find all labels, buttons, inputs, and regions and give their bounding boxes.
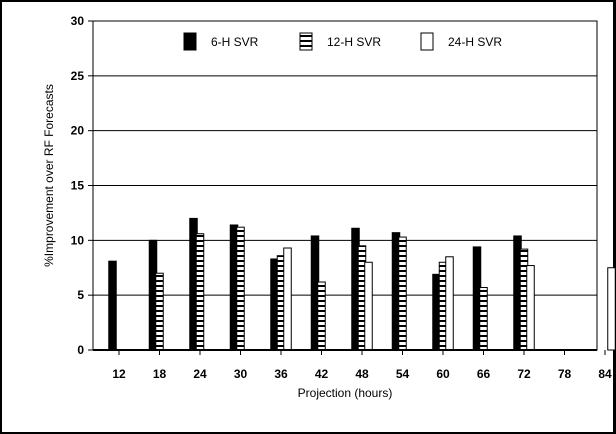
legend: 6-H SVR 12-H SVR 24-H SVR: [183, 32, 502, 51]
bar-12-h-svr: [155, 272, 164, 351]
bar-12-h-svr: [398, 236, 407, 351]
bar-24-h-svr: [364, 261, 373, 351]
bar-24-h-svr: [445, 256, 454, 351]
y-axis-title: %Improvement over RF Forecasts: [42, 84, 56, 267]
bar-24-h-svr: [526, 265, 535, 351]
bar-6-h-svr: [108, 260, 117, 351]
y-tick-label: 0: [77, 343, 84, 357]
y-tick-label: 5: [77, 288, 84, 302]
legend-swatch: [420, 32, 434, 51]
x-tick-label: 60: [436, 367, 450, 381]
y-tick-label: 20: [71, 124, 85, 138]
x-tick-label: 18: [153, 367, 167, 381]
x-tick-label: 78: [558, 367, 572, 381]
bar-12-h-svr: [479, 286, 488, 351]
bars: [108, 217, 616, 351]
y-tick-label: 25: [71, 69, 85, 83]
x-tick-label: 84: [598, 367, 612, 381]
legend-label: 6-H SVR: [211, 35, 259, 49]
bar-12-h-svr: [195, 233, 205, 351]
x-tick-label: 12: [112, 367, 126, 381]
y-tick-label: 10: [71, 233, 85, 247]
x-tick-label: 54: [396, 367, 410, 381]
legend-label: 24-H SVR: [448, 35, 502, 49]
bar-12-h-svr: [236, 226, 245, 351]
x-tick-label: 48: [355, 367, 369, 381]
y-tick-label: 15: [71, 179, 85, 193]
legend-label: 12-H SVR: [327, 35, 381, 49]
x-tick-label: 72: [517, 367, 531, 381]
y-tick-label: 30: [71, 14, 85, 28]
x-tick-label: 66: [477, 367, 491, 381]
x-tick-label: 30: [234, 367, 248, 381]
x-axis-title: Projection (hours): [298, 386, 393, 400]
axes: 0 5 10 15 20 25 30 12 18 24 30 36 42 48 54 60 66 72 78 84: [71, 14, 612, 381]
x-tick-label: 36: [274, 367, 288, 381]
bar-12-h-svr: [317, 281, 326, 351]
legend-swatch: [299, 32, 313, 51]
x-tick-label: 42: [315, 367, 329, 381]
legend-swatch: [183, 32, 197, 51]
x-tick-label: 24: [193, 367, 207, 381]
bar-24-h-svr: [607, 267, 616, 351]
bar-24-h-svr: [283, 247, 292, 351]
